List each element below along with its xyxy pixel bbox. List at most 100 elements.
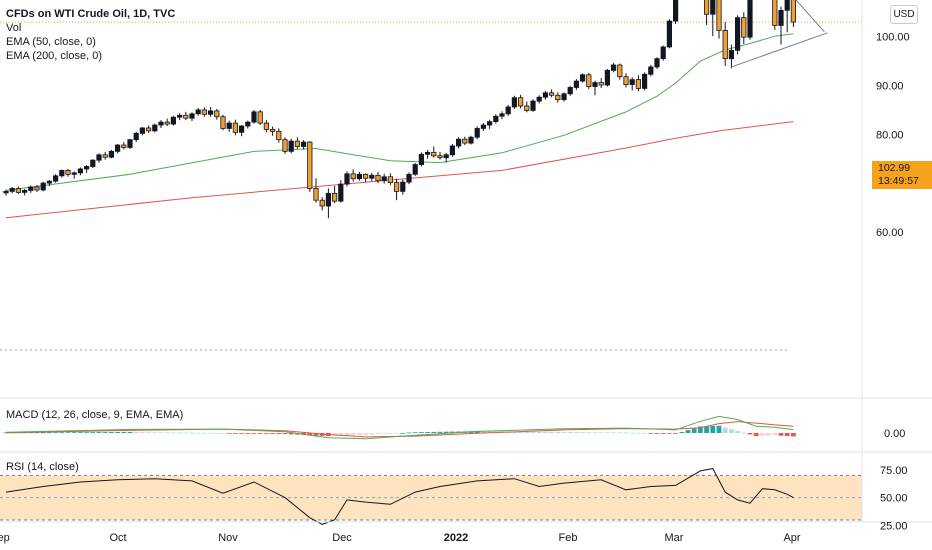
macd-histogram-bar [226, 433, 232, 434]
candle [164, 121, 170, 125]
macd-histogram-bar [90, 432, 96, 433]
candle [654, 58, 660, 68]
overlay-vol[interactable]: Vol [6, 22, 22, 34]
macd-histogram-bar [437, 431, 443, 433]
candle [480, 124, 487, 129]
rsi-pane [0, 468, 862, 525]
candle [145, 127, 152, 132]
candle [276, 130, 282, 141]
macd-histogram-bar [214, 432, 220, 434]
macd-histogram-bar [648, 433, 654, 434]
macd-histogram-bar [698, 426, 703, 433]
candle [778, 9, 784, 26]
macd-histogram-bar [419, 432, 424, 433]
candle [468, 136, 474, 144]
candle [518, 97, 524, 107]
candle [15, 188, 22, 193]
candle [344, 173, 350, 185]
candle [3, 190, 9, 194]
candle [226, 122, 232, 129]
macd-histogram-bar [96, 432, 102, 433]
y-tick-label: 60.00 [876, 227, 904, 239]
candle [102, 154, 108, 158]
macd-histogram-bar [710, 425, 716, 433]
candle [300, 141, 307, 147]
macd-histogram-bar [381, 433, 387, 434]
macd-histogram-bar [307, 433, 313, 436]
candle [474, 128, 480, 138]
macd-histogram-bar [363, 433, 368, 435]
macd-histogram-bar [760, 433, 765, 436]
candle [115, 144, 121, 152]
candle [393, 182, 400, 192]
macd-histogram-bar [412, 432, 418, 434]
macd-histogram-bar [766, 433, 771, 436]
macd-histogram-bar [729, 429, 734, 433]
candle [294, 140, 301, 147]
macd-histogram-bar [152, 432, 158, 434]
macd-histogram-bar [3, 432, 9, 434]
candle [505, 106, 511, 115]
candle [611, 64, 617, 71]
candle [362, 173, 369, 179]
macd-histogram-bar [642, 432, 647, 434]
macd-histogram-bar [332, 433, 337, 436]
macd-histogram-bar [555, 431, 561, 433]
macd-histogram-bar [487, 431, 492, 433]
candle [462, 138, 468, 144]
macd-histogram-bar [772, 433, 778, 436]
candle [747, 0, 753, 38]
macd-histogram-bar [605, 432, 610, 434]
candle [561, 93, 567, 101]
macd-histogram-bar [735, 430, 740, 433]
x-tick-label: Nov [218, 532, 238, 544]
rsi-y-tick: 75.00 [880, 465, 908, 477]
macd-histogram-bar [406, 432, 412, 434]
candle [195, 109, 201, 115]
candle [84, 166, 90, 170]
candle [437, 155, 443, 159]
macd-histogram-bar [220, 433, 226, 434]
macd-histogram-bar [109, 432, 114, 433]
macd-histogram-bar [59, 432, 65, 434]
macd-histogram-bar [195, 432, 201, 434]
macd-histogram-bar [394, 433, 399, 434]
candle [220, 116, 226, 129]
macd-histogram-bar [791, 433, 796, 437]
candle [108, 150, 114, 158]
macd-histogram-bar [375, 433, 381, 435]
candle [629, 79, 635, 85]
candle [400, 181, 406, 192]
rsi-y-tick: 25.00 [880, 521, 908, 533]
candle [9, 188, 15, 192]
candle [375, 174, 381, 182]
macd-legend: MACD (12, 26, close, 9, EMA, EMA) [6, 408, 183, 422]
candle [573, 80, 580, 88]
x-tick-label: Sep [0, 532, 10, 544]
candle [549, 92, 555, 96]
candle [325, 192, 332, 207]
ema50-line [5, 33, 794, 191]
rsi-title[interactable]: RSI (14, close) [6, 461, 79, 473]
currency-button[interactable]: USD [890, 5, 918, 24]
candle [418, 153, 425, 165]
macd-histogram-bar [71, 432, 77, 433]
macd-histogram-bar [784, 433, 790, 437]
y-tick-label: 100.00 [876, 32, 910, 44]
macd-histogram-bar [133, 432, 139, 433]
macd-histogram-bar [245, 433, 251, 434]
macd-title[interactable]: MACD (12, 26, close, 9, EMA, EMA) [6, 409, 184, 421]
candle [53, 175, 59, 182]
macd-histogram-bar [549, 431, 554, 433]
macd-histogram-bar [778, 433, 784, 436]
macd-histogram-bar [592, 432, 598, 434]
overlay-ema200[interactable]: EMA (200, close, 0) [6, 50, 102, 62]
macd-histogram-bar [78, 432, 83, 433]
candle [170, 116, 176, 125]
macd-histogram-bar [524, 431, 530, 433]
macd-histogram-bar [474, 431, 480, 433]
candle [21, 190, 28, 193]
overlay-ema50[interactable]: EMA (50, close, 0) [6, 36, 96, 48]
candle [443, 154, 449, 159]
